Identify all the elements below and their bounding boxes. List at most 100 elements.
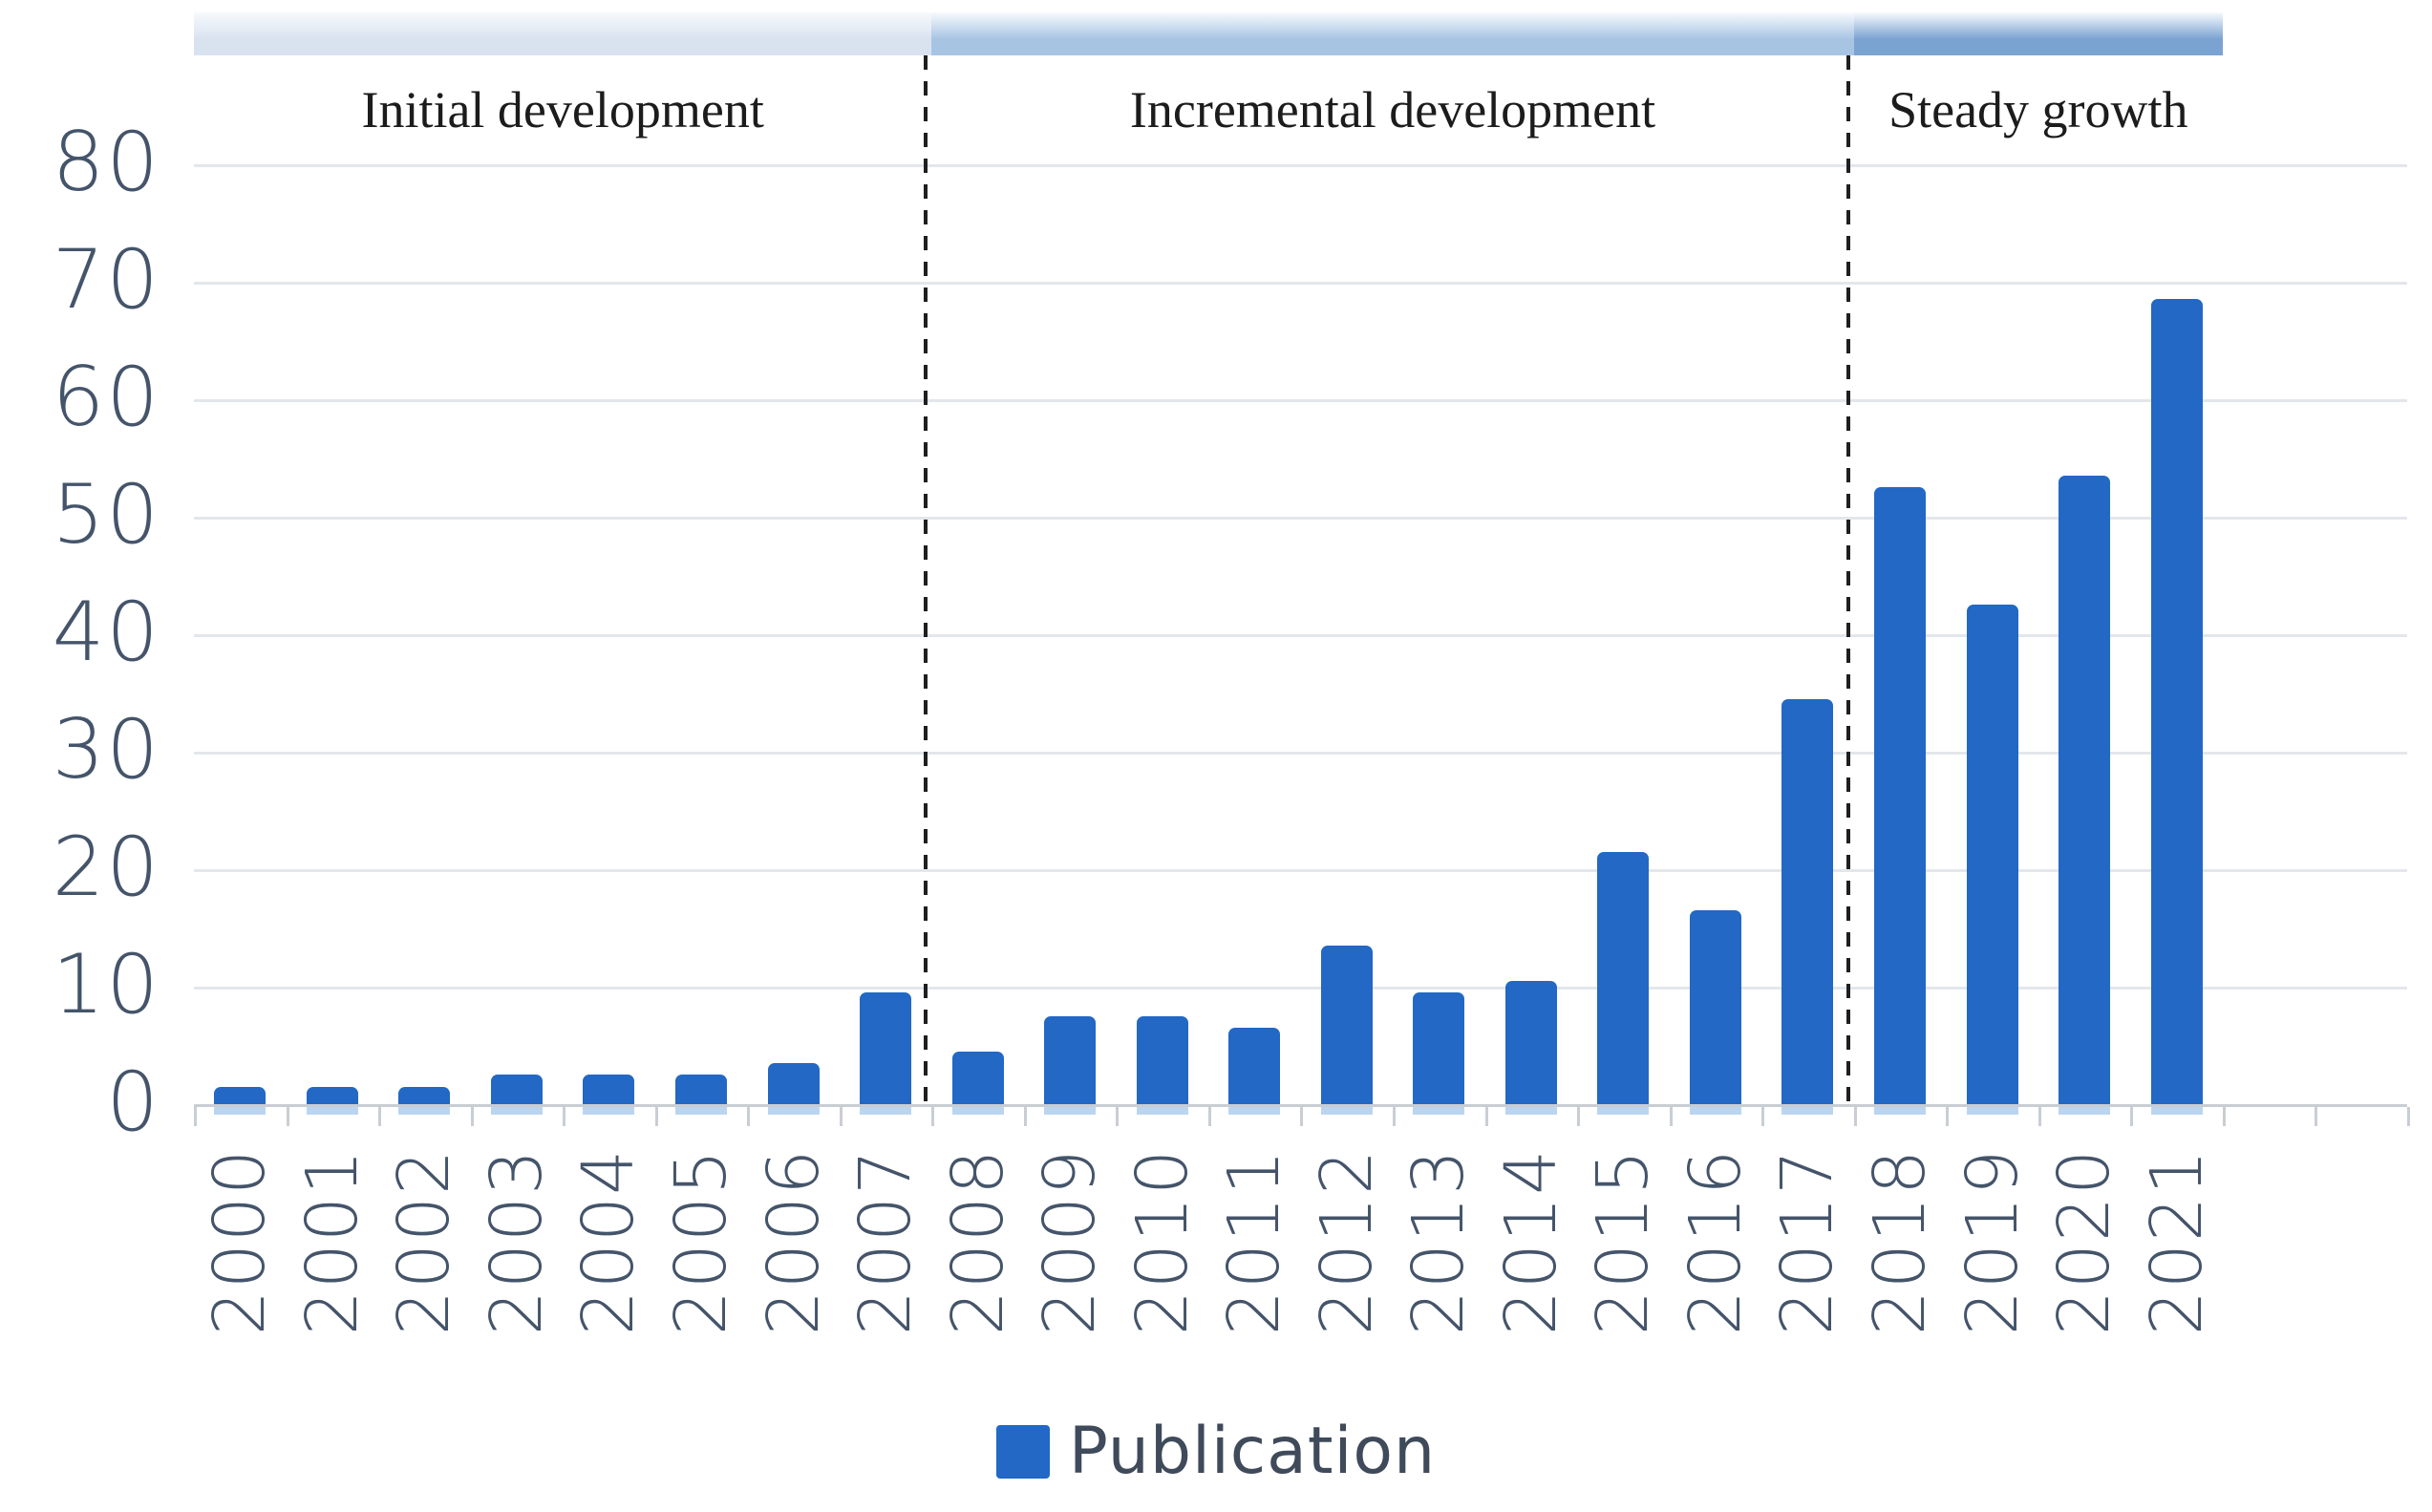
x-axis-tick-17 xyxy=(1761,1107,1765,1126)
bar-reflection-2004 xyxy=(583,1107,635,1115)
x-axis-tick-24 xyxy=(2406,1107,2410,1126)
bar-reflection-2015 xyxy=(1597,1107,1650,1115)
gridline-80 xyxy=(194,164,2407,167)
bar-reflection-2007 xyxy=(860,1107,912,1115)
bar-2000 xyxy=(214,1086,267,1104)
bar-reflection-2006 xyxy=(767,1107,820,1115)
legend-swatch-publication xyxy=(995,1424,1050,1479)
phase-separator-1 xyxy=(924,55,928,1104)
gridline-60 xyxy=(194,399,2407,402)
bar-2017 xyxy=(1781,698,1834,1104)
bar-reflection-2001 xyxy=(306,1107,358,1115)
bar-reflection-2011 xyxy=(1228,1107,1281,1115)
bar-reflection-2017 xyxy=(1781,1107,1834,1115)
phase-separator-2 xyxy=(1845,55,1850,1104)
x-axis-tick-7 xyxy=(839,1107,843,1126)
bar-2008 xyxy=(951,1051,1004,1104)
x-axis-tick-4 xyxy=(563,1107,566,1126)
x-axis-tick-16 xyxy=(1669,1107,1673,1126)
x-axis-tick-14 xyxy=(1484,1107,1488,1126)
bar-reflection-2002 xyxy=(398,1107,451,1115)
y-axis-label-50: 50 xyxy=(52,467,160,563)
bar-reflection-2014 xyxy=(1504,1107,1557,1115)
bar-2003 xyxy=(490,1075,543,1104)
bar-2018 xyxy=(1873,487,1926,1104)
bar-reflection-2019 xyxy=(1966,1107,2018,1115)
bar-2021 xyxy=(2150,299,2203,1104)
bar-2011 xyxy=(1228,1028,1281,1104)
x-axis-tick-13 xyxy=(1393,1107,1397,1126)
x-axis-tick-18 xyxy=(1853,1107,1857,1126)
x-axis-tick-11 xyxy=(1207,1107,1211,1126)
bar-reflection-2005 xyxy=(674,1107,727,1115)
bar-2013 xyxy=(1413,992,1465,1104)
bar-2009 xyxy=(1044,1015,1097,1104)
phase-band-2 xyxy=(931,12,1854,55)
legend: Publication xyxy=(0,1414,2432,1489)
y-axis-label-80: 80 xyxy=(52,115,160,210)
phase-label-1: Initial development xyxy=(361,81,764,138)
bar-reflection-2008 xyxy=(951,1107,1004,1115)
phase-band-1 xyxy=(194,12,932,55)
bar-reflection-2021 xyxy=(2150,1107,2203,1115)
y-axis-label-70: 70 xyxy=(52,232,160,328)
bar-reflection-2010 xyxy=(1136,1107,1188,1115)
gridline-70 xyxy=(194,282,2407,285)
bar-2019 xyxy=(1966,605,2018,1104)
x-axis-tick-19 xyxy=(1946,1107,1950,1126)
bar-reflection-2018 xyxy=(1873,1107,1926,1115)
bar-2001 xyxy=(306,1086,358,1104)
x-axis-tick-23 xyxy=(2315,1107,2318,1126)
x-axis-tick-3 xyxy=(470,1107,474,1126)
y-axis-label-0: 0 xyxy=(106,1054,160,1150)
y-axis-label-20: 20 xyxy=(52,820,160,915)
legend-label: Publication xyxy=(1068,1414,1437,1489)
bar-2014 xyxy=(1504,980,1557,1104)
x-axis-tick-21 xyxy=(2130,1107,2134,1126)
bar-reflection-2012 xyxy=(1320,1107,1373,1115)
bar-reflection-2000 xyxy=(214,1107,267,1115)
phase-label-2: Incremental development xyxy=(1129,81,1656,138)
bar-2020 xyxy=(2059,475,2111,1104)
bar-2016 xyxy=(1689,910,1741,1104)
bar-2015 xyxy=(1597,851,1650,1104)
phase-label-3: Steady growth xyxy=(1888,81,2188,138)
bar-2007 xyxy=(860,992,912,1104)
x-axis-tick-2 xyxy=(378,1107,382,1126)
x-axis-tick-5 xyxy=(654,1107,658,1126)
bar-reflection-2009 xyxy=(1044,1107,1097,1115)
gridline-40 xyxy=(194,634,2407,637)
gridline-10 xyxy=(194,987,2407,990)
gridline-50 xyxy=(194,517,2407,520)
x-axis-tick-20 xyxy=(2037,1107,2041,1126)
x-axis-tick-10 xyxy=(1116,1107,1120,1126)
bar-reflection-2003 xyxy=(490,1107,543,1115)
bar-reflection-2016 xyxy=(1689,1107,1741,1115)
bar-reflection-2020 xyxy=(2059,1107,2111,1115)
gridline-20 xyxy=(194,869,2407,872)
y-axis-label-60: 60 xyxy=(52,350,160,445)
bar-reflection-2013 xyxy=(1413,1107,1465,1115)
x-axis-tick-22 xyxy=(2222,1107,2226,1126)
y-axis-label-10: 10 xyxy=(52,937,160,1033)
x-axis-tick-6 xyxy=(747,1107,751,1126)
bar-2012 xyxy=(1320,945,1373,1104)
bar-2005 xyxy=(674,1075,727,1104)
x-axis-tick-9 xyxy=(1023,1107,1027,1126)
bar-2002 xyxy=(398,1086,451,1104)
x-axis-tick-8 xyxy=(931,1107,935,1126)
x-axis-tick-1 xyxy=(286,1107,289,1126)
y-axis-label-40: 40 xyxy=(52,585,160,680)
phase-band-3 xyxy=(1853,12,2223,55)
y-axis-label-30: 30 xyxy=(52,702,160,798)
x-axis-tick-15 xyxy=(1577,1107,1581,1126)
x-axis-tick-0 xyxy=(194,1107,197,1126)
